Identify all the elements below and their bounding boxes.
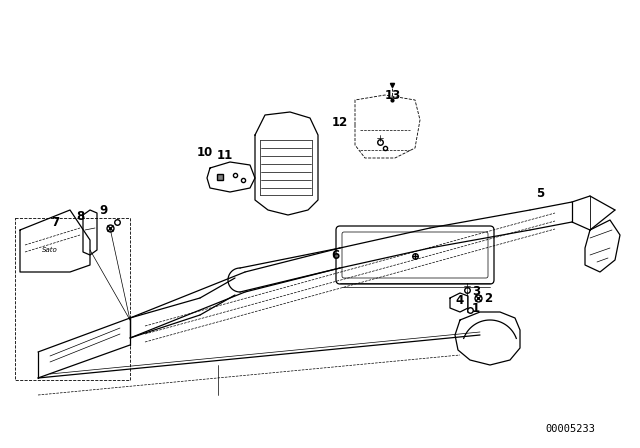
Text: 5: 5 [536,186,544,199]
Text: 9: 9 [99,203,107,216]
Text: 11: 11 [217,148,233,161]
Text: 12: 12 [332,116,348,129]
Text: 3: 3 [472,284,480,297]
Text: 00005233: 00005233 [545,424,595,434]
Text: Sato: Sato [42,247,58,253]
Text: 8: 8 [76,210,84,223]
Text: 1: 1 [472,302,480,314]
Text: 4: 4 [456,293,464,306]
Text: 2: 2 [484,292,492,305]
FancyBboxPatch shape [342,232,488,278]
Text: 10: 10 [197,146,213,159]
Text: 6: 6 [331,249,339,262]
Text: 7: 7 [51,215,59,228]
Text: 13: 13 [385,89,401,102]
FancyBboxPatch shape [336,226,494,284]
